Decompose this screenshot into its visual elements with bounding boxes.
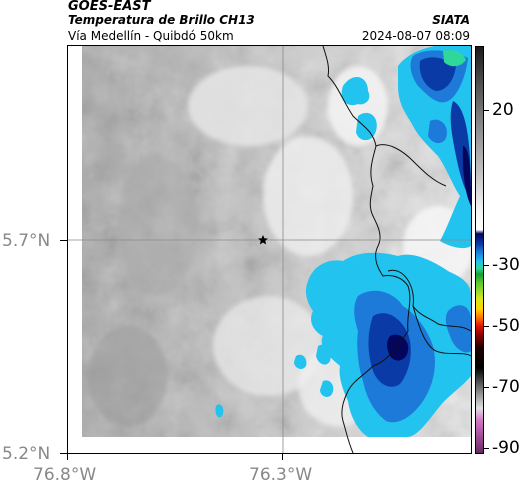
border-line-2 [375, 144, 447, 187]
organization-label: SIATA [432, 13, 470, 27]
colorbar-tick-m70 [484, 387, 489, 388]
border-line-3 [412, 305, 471, 357]
no-data-left-strip [68, 46, 82, 453]
lat-label-2: 5.2°N [2, 444, 51, 464]
cold-cloud-south [215, 252, 471, 437]
border-line [387, 269, 471, 332]
colorbar-label-m70: -70 [492, 377, 520, 397]
lat-tick-1 [60, 240, 67, 241]
cold-cloud-north [341, 46, 471, 249]
colorbar-label-m30: -30 [492, 255, 520, 275]
product-title: Temperatura de Brillo CH13 [68, 13, 255, 27]
lat-tick-2 [60, 453, 67, 454]
star-icon [258, 235, 268, 245]
datetime-label: 2024-08-07 08:09 [361, 29, 470, 43]
lon-label-2: 76.3°W [249, 465, 313, 485]
lon-label-1: 76.8°W [33, 465, 97, 485]
light-cloud-patches [88, 66, 471, 426]
colorbar-tick-20 [484, 110, 489, 111]
coastline [322, 46, 411, 453]
colorbar-tick-m90 [484, 448, 489, 449]
colorbar-tick-m30 [484, 265, 489, 266]
satellite-source: GOES-EAST [68, 0, 151, 14]
satellite-map[interactable] [67, 45, 472, 454]
colorbar-label-m50: -50 [492, 316, 520, 336]
lat-label-1: 5.7°N [2, 231, 51, 251]
region-label: Vía Medellín - Quibdó 50km [68, 29, 234, 43]
colorbar [475, 46, 484, 454]
colorbar-tick-m50 [484, 326, 489, 327]
lon-tick-2 [282, 454, 283, 460]
lon-tick-1 [67, 454, 68, 460]
colorbar-label-20: 20 [492, 100, 514, 120]
colorbar-label-m90: -90 [492, 438, 520, 458]
no-data-bottom-strip [68, 437, 471, 453]
map-canvas [68, 46, 471, 453]
